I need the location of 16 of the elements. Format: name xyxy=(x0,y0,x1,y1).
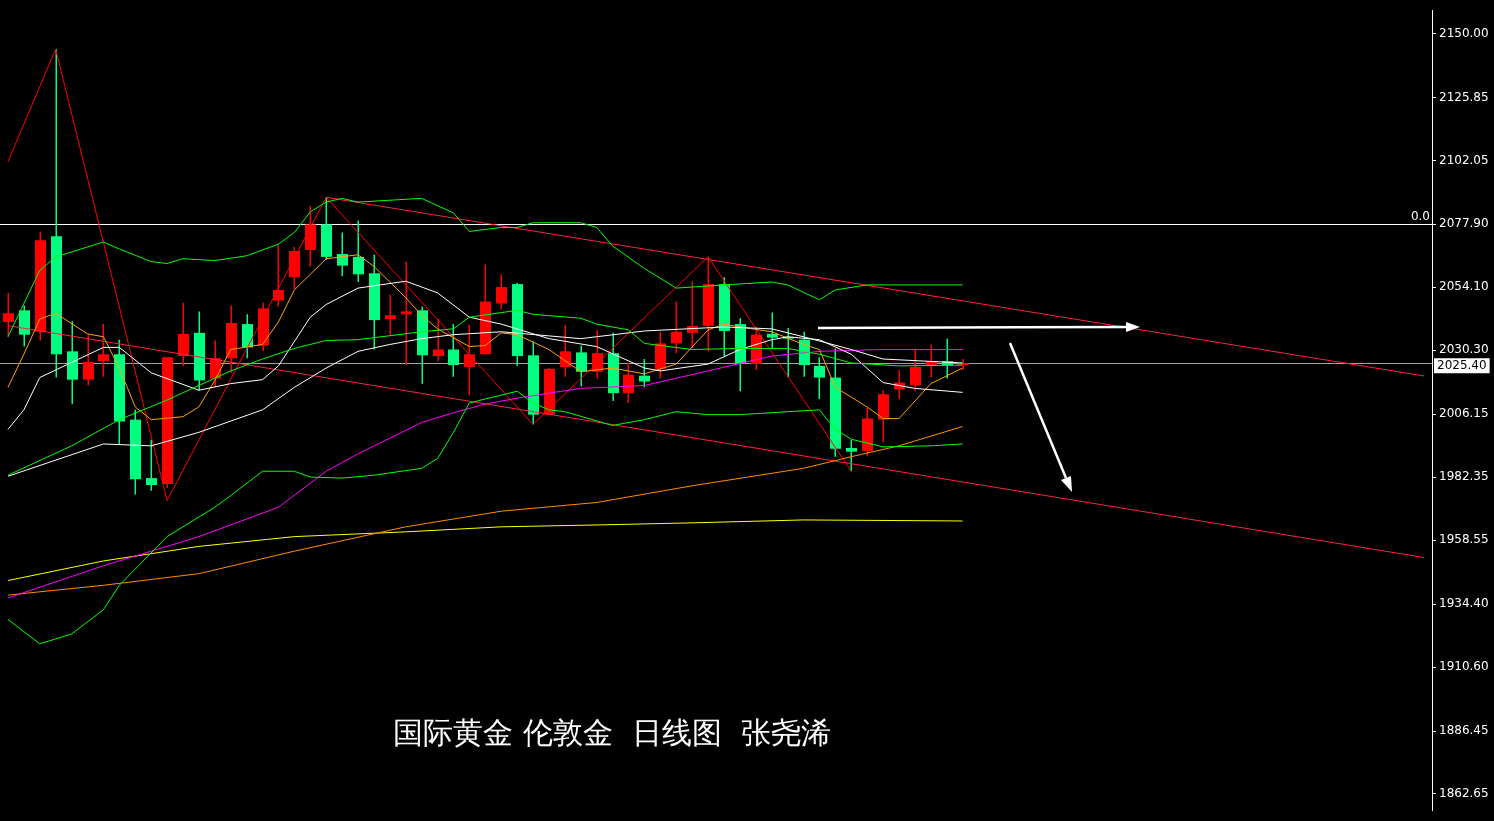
ref-line-label: 2025.40 xyxy=(1437,358,1487,373)
y-tick-label: 1862.65 xyxy=(1439,786,1489,801)
y-tick-label: 1934.40 xyxy=(1439,596,1489,611)
y-tick-label: 1958.55 xyxy=(1439,532,1489,547)
y-tick-label: 2054.10 xyxy=(1439,279,1489,294)
y-tick-label: 2077.90 xyxy=(1439,216,1489,231)
y-tick-label: 2125.85 xyxy=(1439,89,1489,104)
annotation: 0.0 xyxy=(1410,209,1430,224)
y-tick-label: 1910.60 xyxy=(1439,659,1489,674)
y-tick-label: 2030.30 xyxy=(1439,342,1489,357)
y-tick-label: 2006.15 xyxy=(1439,406,1489,421)
y-tick-label: 1982.35 xyxy=(1439,469,1489,484)
y-tick-label: 2102.05 xyxy=(1439,152,1489,167)
y-tick-label: 2150.00 xyxy=(1439,25,1489,40)
y-tick-label: 1886.45 xyxy=(1439,723,1489,738)
text: 国际黄金 伦敦金 日线图 张尧浠 xyxy=(393,714,831,750)
